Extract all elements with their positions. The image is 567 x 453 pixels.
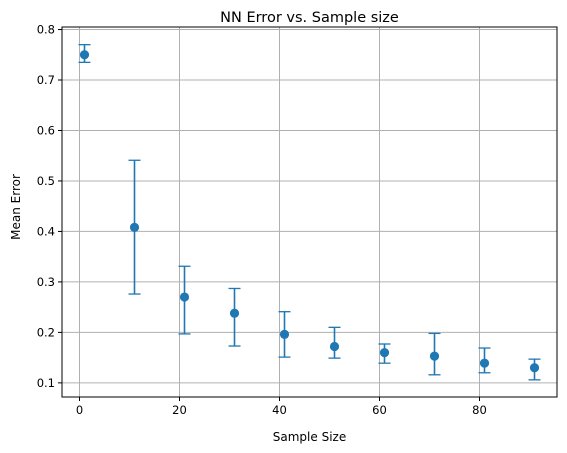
y-tick-label: 0.3	[37, 275, 55, 289]
data-point	[179, 292, 190, 302]
data-point	[429, 351, 440, 361]
data-point	[379, 347, 390, 358]
y-tick-label: 0.2	[37, 325, 55, 339]
x-axis-label: Sample Size	[273, 430, 346, 444]
data-point	[229, 308, 240, 318]
axis-ticks: 0 20 40 60 80 0.1 0.2 0.3 0.4 0.5 0.6 0.7 0.8	[37, 23, 487, 417]
chart-title: NN Error vs. Sample size	[220, 10, 399, 26]
y-tick-label: 0.1	[37, 376, 55, 390]
x-tick-label: 60	[372, 403, 387, 417]
y-tick-label: 0.5	[37, 174, 55, 188]
y-tick-label: 0.8	[37, 23, 55, 37]
data-series	[78, 44, 541, 381]
y-axis-label: Mean Error	[9, 174, 23, 240]
y-tick-label: 0.7	[37, 73, 55, 87]
data-point	[129, 222, 140, 232]
data-point	[329, 341, 340, 352]
x-tick-label: 80	[472, 403, 487, 417]
y-tick-label: 0.4	[37, 224, 55, 238]
x-tick-label: 40	[272, 403, 287, 417]
data-point	[279, 329, 290, 340]
x-tick-label: 20	[172, 403, 187, 417]
plot-frame	[61, 26, 558, 398]
data-point	[479, 358, 490, 368]
data-point	[529, 363, 540, 373]
grid	[62, 27, 557, 397]
x-tick-label: 0	[76, 403, 83, 417]
y-tick-label: 0.6	[37, 123, 55, 137]
data-point	[79, 50, 90, 60]
